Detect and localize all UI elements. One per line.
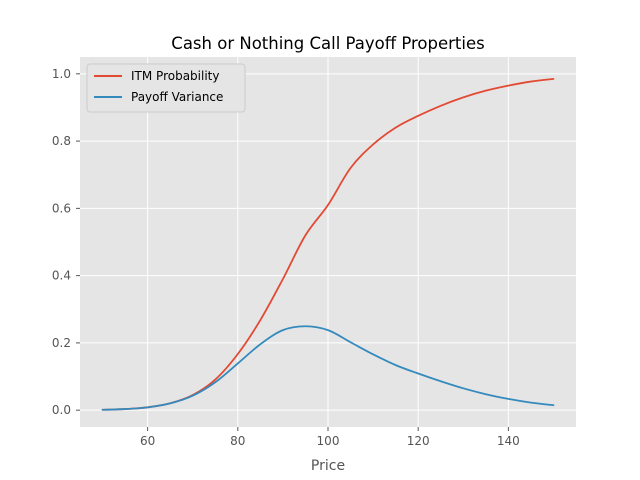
y-tick-label: 0.4 — [52, 269, 71, 283]
x-axis-label: Price — [311, 458, 345, 474]
grid — [80, 57, 576, 427]
legend-label-payoff-variance: Payoff Variance — [131, 90, 223, 104]
x-tick-label: 120 — [407, 434, 430, 448]
y-tick-label: 0.0 — [52, 403, 71, 417]
legend: ITM Probability Payoff Variance — [86, 63, 246, 113]
x-tick-label: 80 — [230, 434, 245, 448]
y-tick-label: 0.2 — [52, 336, 71, 350]
series-line-payoff-variance — [101, 325, 555, 411]
legend-label-itm-probability: ITM Probability — [131, 69, 219, 83]
x-tick-label: 60 — [140, 434, 155, 448]
x-axis-ticks: 60 80 100 120 140 — [140, 427, 520, 448]
y-tick-label: 1.0 — [52, 67, 71, 81]
y-tick-label: 0.6 — [52, 201, 71, 215]
x-tick-label: 100 — [317, 434, 340, 448]
chart-title: Cash or Nothing Call Payoff Properties — [171, 34, 484, 53]
y-axis-ticks: 0.0 0.2 0.4 0.6 0.8 1.0 — [52, 67, 80, 417]
x-tick-label: 140 — [497, 434, 520, 448]
legend-box — [86, 63, 246, 113]
y-tick-label: 0.8 — [52, 134, 71, 148]
series-lines — [101, 77, 555, 411]
